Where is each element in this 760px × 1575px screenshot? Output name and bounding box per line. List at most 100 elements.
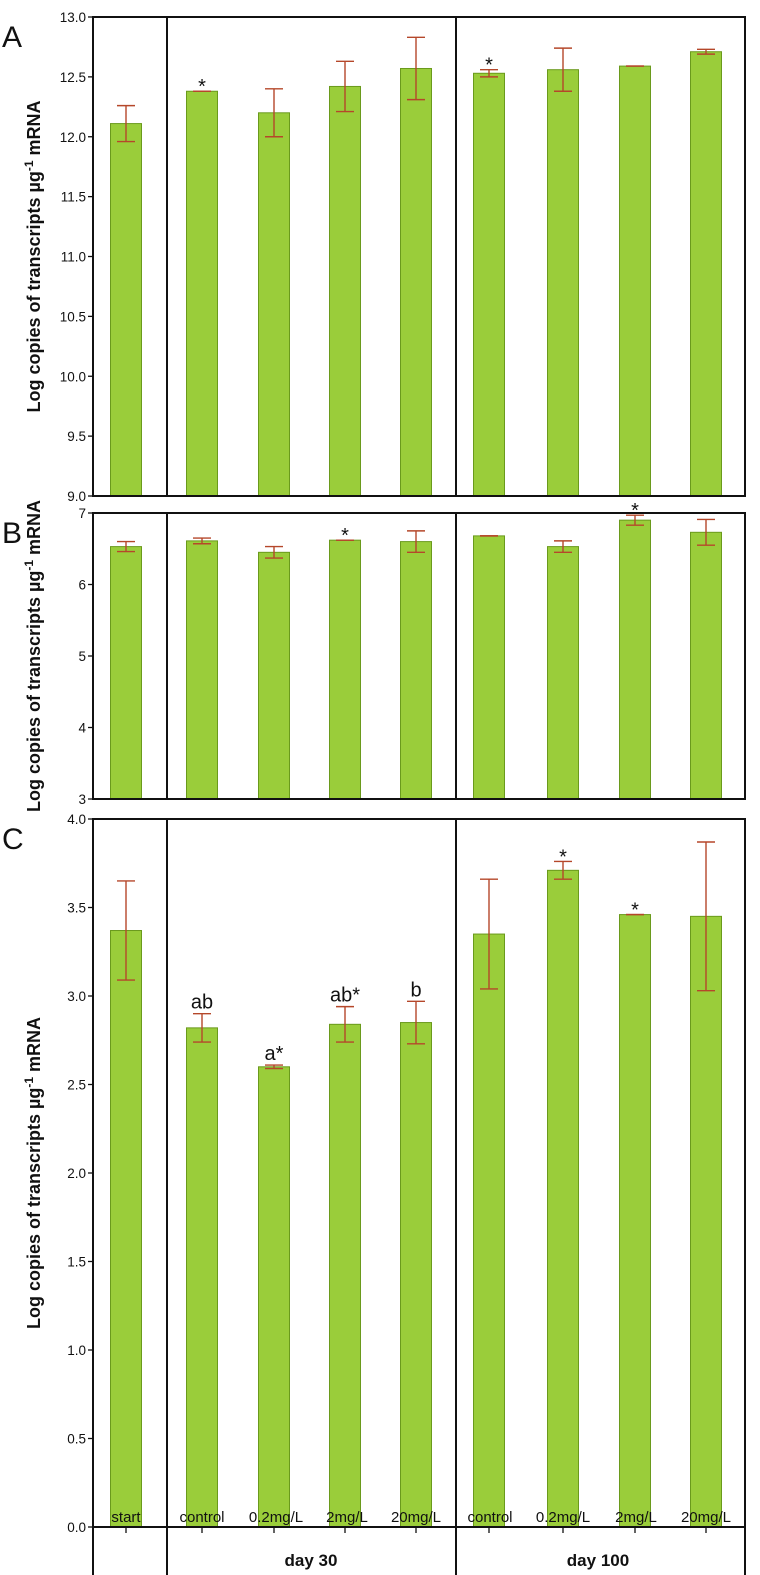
- y-axis-label-main-b: Log copies of transcripts µg: [24, 571, 44, 812]
- annotation-c-7: *: [631, 900, 639, 922]
- panel-label-b: B: [2, 517, 22, 550]
- y-tick-label-c-4: 2.0: [67, 1166, 86, 1181]
- bar-b-8: [690, 531, 722, 800]
- bar-a-7: [619, 65, 651, 497]
- error-bar-a-0: [117, 104, 135, 143]
- y-axis-label-tail-c: mRNA: [24, 1017, 44, 1077]
- annotation-c-4: b: [410, 979, 421, 1001]
- x-axis: start control 0.2mg/L 2mg/L 20mg/L contr…: [92, 1509, 746, 1575]
- annotation-c-1: ab: [191, 992, 213, 1014]
- y-tick-label-a-2: 10.0: [60, 369, 86, 384]
- y-tick-label-a-3: 10.5: [60, 309, 86, 324]
- bar-c-1: [186, 1027, 218, 1528]
- error-bar-b-7: [626, 514, 644, 526]
- bar-b-7: [619, 519, 651, 800]
- y-tick-label-b-4: 7: [78, 506, 86, 521]
- bar-c-5: [473, 933, 505, 1528]
- y-axis-label-a: Log copies of transcripts µg-1 mRNA: [22, 100, 44, 412]
- y-tick-label-a-8: 13.0: [60, 10, 86, 25]
- error-bar-b-1: [193, 537, 211, 545]
- bar-c-8: [690, 915, 722, 1528]
- bar-c-6: [547, 869, 579, 1528]
- y-tick-label-a-1: 9.5: [67, 429, 86, 444]
- error-bar-a-8: [697, 48, 715, 55]
- error-bar-c-1: [193, 1013, 211, 1043]
- bar-b-5: [473, 535, 505, 800]
- y-tick-label-b-0: 3: [78, 792, 86, 807]
- category-label-day30-20mg: 20mg/L: [391, 1509, 441, 1526]
- bar-a-3: [329, 85, 361, 497]
- bar-c-4: [400, 1022, 432, 1528]
- error-bar-a-2: [265, 88, 283, 138]
- panel-a: * * 9.0 9.5 10.0 10.5 11.0 11.5 12.0 12.5 13.0 A Log…: [2, 10, 746, 504]
- error-bar-c-4: [407, 1000, 425, 1045]
- annotation-c-3: ab*: [330, 985, 360, 1007]
- y-axis-label-sup-a: -1: [22, 160, 36, 171]
- panel-frame-b: [92, 512, 746, 800]
- annotation-c-2: a*: [265, 1043, 284, 1065]
- error-bar-b-2: [265, 545, 283, 559]
- y-axis-label-main-a: Log copies of transcripts µg: [24, 171, 44, 412]
- annotation-a-1: *: [198, 76, 206, 98]
- category-label-day30-0.2mg: 0.2mg/L: [249, 1509, 303, 1526]
- y-tick-label-a-4: 11.0: [61, 250, 86, 265]
- category-label-day30-control: control: [179, 1509, 224, 1526]
- error-bar-a-5: [480, 68, 498, 78]
- group-label-day30: day 30: [285, 1551, 338, 1570]
- error-bar-c-6: [554, 860, 572, 880]
- bar-a-0: [110, 123, 142, 497]
- error-bar-b-0: [117, 540, 135, 553]
- bar-a-4: [400, 67, 432, 497]
- bar-b-3: [329, 539, 361, 800]
- bar-a-5: [473, 72, 505, 497]
- error-bar-b-4: [407, 530, 425, 554]
- bar-c-2: [258, 1066, 290, 1528]
- annotation-a-5: *: [485, 55, 493, 77]
- y-axis-label-sup-b: -1: [22, 560, 36, 571]
- y-axis-label-main-c: Log copies of transcripts µg: [24, 1088, 44, 1329]
- y-tick-label-c-0: 0.0: [67, 1520, 86, 1535]
- y-axis-label-c: Log copies of transcripts µg-1 mRNA: [22, 1017, 44, 1329]
- panel-label-c: C: [2, 823, 24, 856]
- panel-c: ab a* ab* b * * 0.0 0.5 1.0 1.5 2.0 2.5 3.0 3.5 4.0 C Lo…: [2, 812, 746, 1535]
- y-axis-label-b: Log copies of transcripts µg-1 mRNA: [22, 500, 44, 812]
- y-tick-label-b-1: 4: [78, 721, 86, 736]
- error-bar-a-3: [336, 60, 354, 113]
- y-tick-label-a-6: 12.0: [60, 130, 86, 145]
- chart-panels: * * 9.0 9.5 10.0 10.5 11.0 11.5 12.0 12.5 13.0 A Log…: [2, 10, 746, 1535]
- bar-b-6: [547, 546, 579, 800]
- y-tick-label-c-8: 4.0: [67, 812, 86, 827]
- group-label-day100: day 100: [567, 1551, 629, 1570]
- y-tick-label-c-1: 0.5: [67, 1432, 86, 1447]
- y-tick-label-a-7: 12.5: [60, 70, 86, 85]
- annotation-c-6: *: [559, 846, 567, 868]
- y-axis-label-tail-a: mRNA: [24, 100, 44, 160]
- y-tick-label-b-3: 6: [78, 578, 86, 593]
- annotation-b-3: *: [341, 525, 349, 547]
- y-tick-label-c-7: 3.5: [67, 901, 86, 916]
- bar-a-6: [547, 69, 579, 497]
- bar-a-1: [186, 90, 218, 497]
- panel-frame-a: [92, 16, 746, 497]
- category-label-day100-0.2mg: 0.2mg/L: [536, 1509, 590, 1526]
- error-bar-a-6: [554, 47, 572, 92]
- bar-b-4: [400, 541, 432, 800]
- error-bar-c-0: [117, 880, 135, 981]
- category-label-day100-20mg: 20mg/L: [681, 1509, 731, 1526]
- bar-c-7: [619, 914, 651, 1528]
- bar-b-1: [186, 540, 218, 800]
- category-label-day30-2mg: 2mg/L: [326, 1509, 368, 1526]
- y-tick-label-a-0: 9.0: [67, 489, 86, 504]
- bar-a-8: [690, 51, 722, 497]
- y-tick-label-a-5: 11.5: [61, 190, 86, 205]
- error-bar-c-8: [697, 841, 715, 992]
- panel-frame-c: [92, 818, 746, 1528]
- bar-a-2: [258, 112, 290, 497]
- error-bar-c-5: [480, 878, 498, 990]
- bar-c-3: [329, 1023, 361, 1528]
- y-axis-label-sup-c: -1: [22, 1077, 36, 1088]
- y-tick-label-b-2: 5: [78, 649, 86, 664]
- bar-b-2: [258, 551, 290, 800]
